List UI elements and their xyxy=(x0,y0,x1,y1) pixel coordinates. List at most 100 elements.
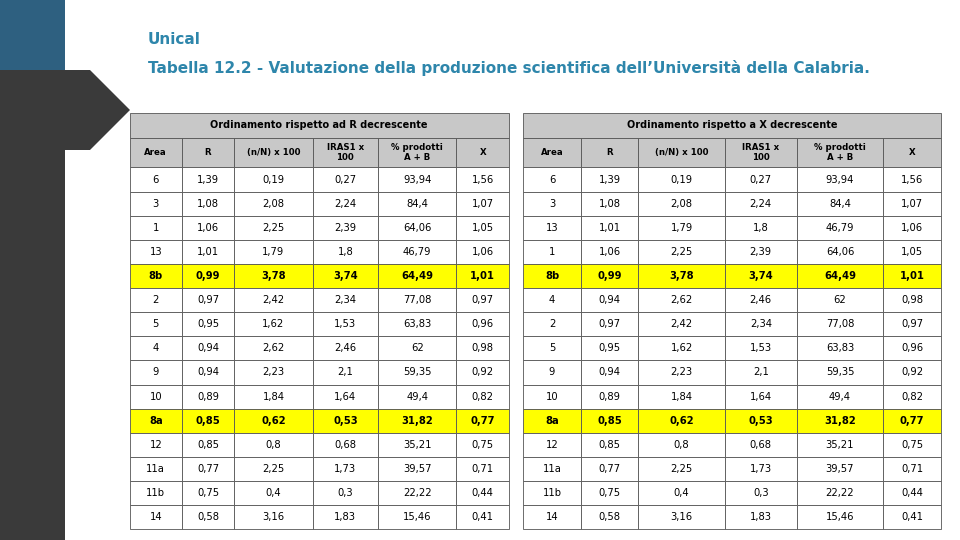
Text: 2,39: 2,39 xyxy=(334,222,356,233)
Bar xyxy=(883,312,941,336)
Text: 64,49: 64,49 xyxy=(824,271,856,281)
Text: 1,06: 1,06 xyxy=(471,247,493,257)
Bar xyxy=(883,409,941,433)
Bar xyxy=(457,138,509,167)
Text: 2,08: 2,08 xyxy=(671,199,692,208)
Bar xyxy=(581,138,638,167)
Bar xyxy=(725,167,797,192)
Bar xyxy=(130,264,181,288)
Text: 2,23: 2,23 xyxy=(262,367,284,377)
Bar xyxy=(581,167,638,192)
Text: 0,3: 0,3 xyxy=(338,488,353,498)
Bar xyxy=(725,138,797,167)
Text: 2,1: 2,1 xyxy=(337,367,353,377)
Text: 0,75: 0,75 xyxy=(598,488,621,498)
Bar xyxy=(523,312,581,336)
Text: 63,83: 63,83 xyxy=(403,319,431,329)
Bar xyxy=(797,505,883,529)
Bar xyxy=(581,481,638,505)
Text: 0,75: 0,75 xyxy=(197,488,219,498)
Bar xyxy=(313,192,378,215)
Text: Tabella 12.2 - Valutazione della produzione scientifica dell’Università della Ca: Tabella 12.2 - Valutazione della produzi… xyxy=(148,60,870,76)
Bar xyxy=(181,409,234,433)
Text: 0,85: 0,85 xyxy=(597,416,622,426)
Text: 15,46: 15,46 xyxy=(826,512,854,522)
Bar xyxy=(725,215,797,240)
Text: 3: 3 xyxy=(549,199,555,208)
Bar xyxy=(725,264,797,288)
Bar xyxy=(638,336,725,360)
Bar xyxy=(883,481,941,505)
Text: 2,62: 2,62 xyxy=(670,295,693,305)
Text: 1,39: 1,39 xyxy=(197,174,219,185)
Bar xyxy=(313,433,378,457)
Text: 0,58: 0,58 xyxy=(599,512,620,522)
Text: 0,85: 0,85 xyxy=(599,440,620,450)
Bar xyxy=(581,336,638,360)
Bar xyxy=(378,215,457,240)
Text: 0,4: 0,4 xyxy=(266,488,281,498)
Bar xyxy=(797,312,883,336)
Text: (n/N) x 100: (n/N) x 100 xyxy=(655,148,708,157)
Text: 2,46: 2,46 xyxy=(750,295,772,305)
Text: 1,07: 1,07 xyxy=(471,199,493,208)
Bar xyxy=(378,360,457,384)
Text: 0,75: 0,75 xyxy=(471,440,493,450)
Bar xyxy=(0,110,65,540)
Text: 0,27: 0,27 xyxy=(750,174,772,185)
Text: 0,62: 0,62 xyxy=(669,416,694,426)
Bar xyxy=(378,384,457,409)
Bar xyxy=(725,288,797,312)
Text: 6: 6 xyxy=(549,174,555,185)
Bar xyxy=(523,113,941,138)
Text: 0,27: 0,27 xyxy=(334,174,356,185)
Text: 0,94: 0,94 xyxy=(599,367,620,377)
Polygon shape xyxy=(0,70,130,150)
Bar xyxy=(725,433,797,457)
Bar xyxy=(130,288,181,312)
Bar xyxy=(797,167,883,192)
Text: 0,96: 0,96 xyxy=(900,343,924,353)
Bar xyxy=(313,264,378,288)
Bar xyxy=(130,192,181,215)
Bar xyxy=(638,312,725,336)
Bar xyxy=(130,505,181,529)
Text: 2,24: 2,24 xyxy=(334,199,356,208)
Text: 0,77: 0,77 xyxy=(197,464,219,474)
Bar xyxy=(234,433,313,457)
Text: 1,01: 1,01 xyxy=(598,222,621,233)
Bar xyxy=(581,312,638,336)
Text: 11b: 11b xyxy=(542,488,562,498)
Bar xyxy=(725,457,797,481)
Bar xyxy=(234,384,313,409)
Bar xyxy=(523,505,581,529)
Text: 2,25: 2,25 xyxy=(262,222,284,233)
Text: 0,58: 0,58 xyxy=(197,512,219,522)
Bar xyxy=(234,264,313,288)
Text: 13: 13 xyxy=(150,247,162,257)
Bar xyxy=(130,167,181,192)
Text: 10: 10 xyxy=(150,392,162,402)
Bar xyxy=(883,433,941,457)
Text: Area: Area xyxy=(540,148,564,157)
Text: 0,8: 0,8 xyxy=(266,440,281,450)
Text: 8b: 8b xyxy=(149,271,163,281)
Bar xyxy=(581,264,638,288)
Text: 5: 5 xyxy=(549,343,555,353)
Text: 13: 13 xyxy=(545,222,559,233)
Text: 1,01: 1,01 xyxy=(470,271,495,281)
Bar xyxy=(130,409,181,433)
Bar xyxy=(638,433,725,457)
Text: 59,35: 59,35 xyxy=(403,367,431,377)
Text: 2,1: 2,1 xyxy=(753,367,769,377)
Bar xyxy=(181,240,234,264)
Text: 0,97: 0,97 xyxy=(197,295,219,305)
Bar xyxy=(181,264,234,288)
Bar xyxy=(883,215,941,240)
Bar xyxy=(581,409,638,433)
Text: 35,21: 35,21 xyxy=(403,440,431,450)
Bar xyxy=(234,312,313,336)
Bar xyxy=(234,409,313,433)
Text: 0,97: 0,97 xyxy=(900,319,924,329)
Text: 8a: 8a xyxy=(149,416,162,426)
